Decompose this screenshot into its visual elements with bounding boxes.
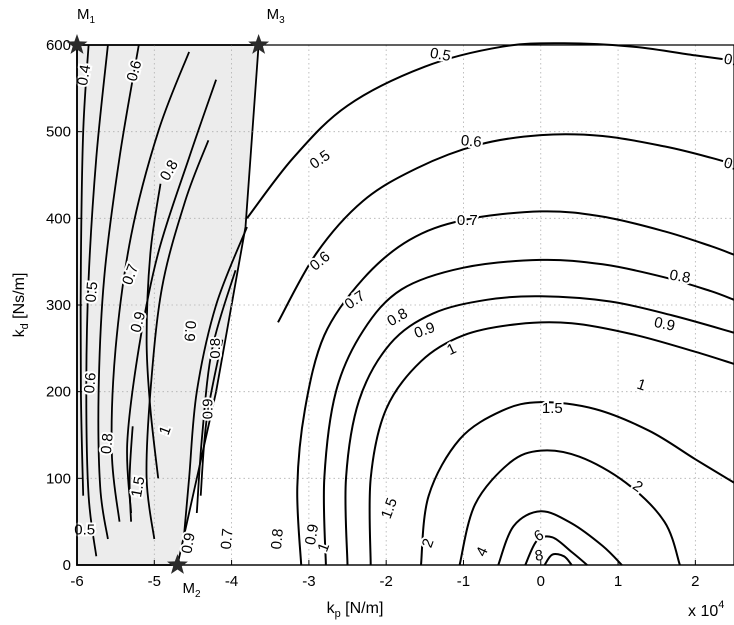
contour-label: 0.5 (429, 45, 452, 65)
contour-line-inner-1.5 (128, 426, 134, 522)
contour-label: 0.5 (74, 521, 95, 538)
x-tick-label: -2 (380, 573, 393, 590)
contour-line-inner-0.4 (79, 44, 90, 496)
contour-line-inner-0.9 (145, 139, 210, 540)
y-tick-label: 500 (46, 124, 71, 141)
point-label-M2: M2 (182, 580, 201, 600)
y-tick-label: 200 (46, 384, 71, 401)
contour-label: 0.8 (668, 267, 691, 287)
contour-label: 0.6 (460, 132, 482, 151)
star-marker-M3 (248, 34, 270, 54)
contour-label: 1.5 (128, 475, 148, 498)
contour-line-0.5 (246, 42, 734, 219)
contour-line-inner-1 (199, 339, 224, 496)
x-axis-multiplier: x 104 (688, 599, 724, 620)
contour-line-0.8 (322, 258, 734, 566)
contour-label: 1.5 (542, 400, 563, 417)
contour-line-0.6 (277, 133, 734, 323)
x-tick-label: 1 (614, 573, 622, 590)
contour-layer (79, 42, 734, 566)
contour-label: 0.6 (81, 372, 100, 394)
y-tick-label: 100 (46, 470, 71, 487)
contour-line-inner-1 (145, 183, 162, 479)
contour-line-inner-0.7 (110, 51, 190, 522)
contour-label: 0.8 (98, 433, 117, 455)
contour-label: 0.8 (268, 528, 287, 550)
x-axis-label: kp [N/m] (327, 600, 384, 620)
x-tick-label: -6 (70, 573, 83, 590)
star-marker-M2 (167, 554, 188, 574)
contour-line-inner-0.6 (97, 44, 140, 540)
contour-line-inner-0.9 (195, 270, 237, 514)
contour-line-1 (368, 321, 734, 566)
contour-line-inner-0.8 (126, 79, 217, 514)
x-tick-label: -1 (457, 573, 470, 590)
contour-label: 0. (723, 51, 734, 70)
contour-label: 0.7 (218, 528, 237, 550)
y-tick-label: 300 (46, 297, 71, 314)
x-tick-label: -4 (225, 573, 238, 590)
contour-line-4 (497, 510, 623, 566)
contour-label: 0.9 (180, 320, 199, 342)
contour-label: 0.5 (83, 281, 102, 303)
contour-line-0.7 (296, 210, 734, 566)
x-tick-label: -3 (302, 573, 315, 590)
contour-line-inner-0.9 (182, 226, 248, 540)
point-label-M1: M1 (77, 6, 96, 26)
contour-line-inner-0.5 (85, 44, 109, 557)
y-tick-label: 400 (46, 210, 71, 227)
x-tick-label: -5 (148, 573, 161, 590)
contour-line-6 (524, 535, 588, 566)
contour-line-8 (543, 553, 573, 566)
x-tick-label: 2 (691, 573, 699, 590)
contour-line-1.5 (420, 401, 734, 566)
tick-layer: -6 -5 -4 -3 -2 -1 0 1 2 0 100 200 300 400 500 600 (46, 37, 734, 590)
contour-label: 0.9 (199, 399, 216, 420)
y-axis-label: kd [Ns/m] (11, 273, 31, 338)
contour-line-2 (458, 449, 681, 566)
point-layer: M1 M2 M3 (66, 6, 286, 600)
x-tick-label: 0 (537, 573, 545, 590)
contour-line-0.9 (344, 295, 734, 566)
point-label-M3: M3 (267, 6, 286, 26)
contour-label: 0.8 (207, 338, 224, 359)
star-marker-M1 (66, 34, 88, 54)
y-tick-label: 0 (63, 557, 71, 574)
contour-label: 0.9 (178, 531, 198, 554)
y-tick-label: 600 (46, 37, 71, 54)
contour-label: 0.7 (457, 212, 478, 229)
